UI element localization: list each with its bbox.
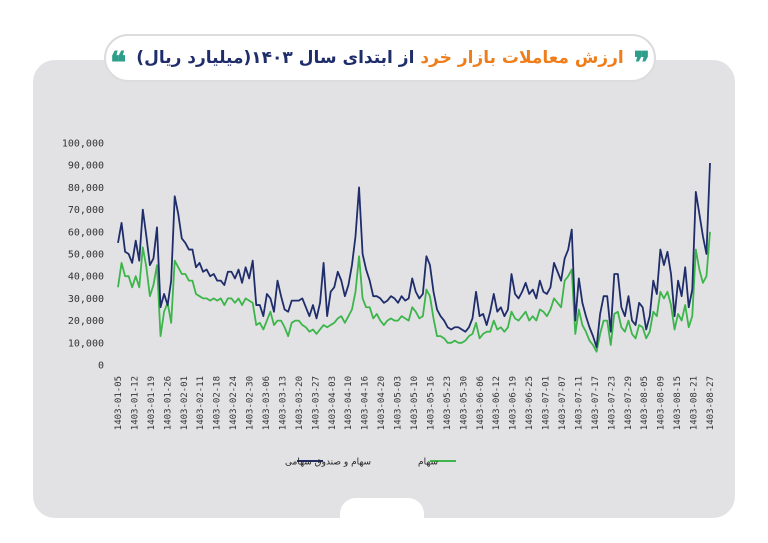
x-tick-label: 1403-06-25 [525, 376, 535, 430]
x-tick-label: 1403-04-20 [377, 376, 387, 430]
legend-item-stock: سهام [418, 458, 456, 468]
chart-card [33, 60, 735, 518]
x-tick-label: 1403-05-10 [410, 376, 420, 430]
series-line-total [117, 162, 711, 349]
x-tick-label: 1403-01-19 [147, 376, 157, 430]
x-tick-label: 1403-04-03 [328, 376, 338, 430]
chart-title-rest: از ابتدای سال ۱۴۰۳(میلیارد ریال) [136, 48, 421, 68]
x-tick-label: 1403-05-16 [426, 376, 436, 430]
x-tick-label: 1403-08-15 [673, 376, 683, 430]
x-tick-label: 1403-02-11 [196, 376, 206, 430]
series-line-stock [117, 231, 711, 353]
x-tick-label: 1403-02-30 [246, 376, 256, 430]
legend-label: سهام و صندوق سهامی [285, 458, 371, 468]
y-tick-label: 70,000 [68, 205, 104, 216]
y-tick-label: 90,000 [68, 161, 104, 172]
chart-title: ارزش معاملات بازار خرد از ابتدای سال ۱۴۰… [136, 48, 623, 68]
x-tick-label: 1403-02-01 [180, 376, 190, 430]
card-notch [340, 498, 424, 543]
title-banner: ❝ ارزش معاملات بازار خرد از ابتدای سال ۱… [104, 34, 656, 82]
x-tick-label: 1403-07-17 [591, 376, 601, 430]
x-tick-label: 1403-03-20 [295, 376, 305, 430]
x-tick-label: 1403-08-09 [657, 376, 667, 430]
x-tick-label: 1403-08-21 [690, 376, 700, 430]
x-axis: 1403-01-05 1403-01-12 1403-01-19 1403-01-26… [114, 376, 716, 430]
x-tick-label: 1403-08-05 [640, 376, 650, 430]
x-tick-label: 1403-07-11 [574, 376, 584, 430]
quote-left-icon: ❝ [110, 46, 127, 81]
x-tick-label: 1403-02-24 [229, 376, 239, 430]
x-tick-label: 1403-05-30 [459, 376, 469, 430]
x-tick-label: 1403-07-23 [607, 376, 617, 430]
x-tick-label: 1403-03-13 [278, 376, 288, 430]
y-axis: 0 10,000 20,000 30,000 40,000 50,000 60,000 70,… [62, 139, 104, 372]
x-tick-label: 1403-06-06 [476, 376, 486, 430]
x-tick-label: 1403-06-12 [492, 376, 502, 430]
y-tick-label: 10,000 [68, 338, 104, 349]
x-tick-label: 1403-05-03 [394, 376, 404, 430]
y-tick-label: 60,000 [68, 227, 104, 238]
x-tick-label: 1403-07-29 [624, 376, 634, 430]
plot-lines [117, 162, 711, 353]
x-tick-label: 1403-07-01 [542, 376, 552, 430]
y-tick-label: 30,000 [68, 294, 104, 305]
x-tick-label: 1403-06-19 [509, 376, 519, 430]
x-tick-label: 1403-01-26 [163, 376, 173, 430]
y-tick-label: 20,000 [68, 316, 104, 327]
legend: سهام سهام و صندوق سهامی [285, 458, 456, 468]
x-tick-label: 1403-03-06 [262, 376, 272, 430]
legend-label: سهام [418, 458, 438, 468]
x-tick-label: 1403-08-27 [706, 376, 716, 430]
quote-right-icon: ❞ [633, 46, 650, 81]
y-tick-label: 100,000 [62, 139, 104, 150]
legend-item-total: سهام و صندوق سهامی [285, 458, 371, 468]
x-tick-label: 1403-03-27 [311, 376, 321, 430]
x-tick-label: 1403-02-18 [213, 376, 223, 430]
y-tick-label: 40,000 [68, 272, 104, 283]
x-tick-label: 1403-04-16 [361, 376, 371, 430]
x-tick-label: 1403-01-05 [114, 376, 124, 430]
x-tick-label: 1403-04-10 [344, 376, 354, 430]
chart-title-highlight: ارزش معاملات بازار خرد [420, 48, 624, 68]
y-tick-label: 0 [98, 361, 104, 372]
y-tick-label: 80,000 [68, 183, 104, 194]
y-tick-label: 50,000 [68, 250, 104, 261]
x-tick-label: 1403-05-23 [443, 376, 453, 430]
x-tick-label: 1403-01-12 [130, 376, 140, 430]
x-tick-label: 1403-07-07 [558, 376, 568, 430]
